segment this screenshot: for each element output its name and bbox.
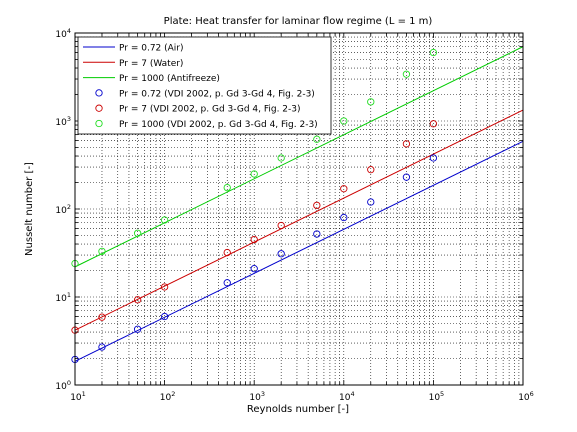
- data-point: [223, 279, 231, 287]
- data-point: [402, 173, 411, 181]
- data-point: [367, 166, 375, 174]
- data-point: [429, 120, 438, 128]
- x-tick-label: 103: [249, 390, 265, 403]
- data-point: [133, 229, 142, 237]
- data-point: [429, 48, 438, 57]
- series-line: [74, 140, 524, 362]
- chart-title: Plate: Heat transfer for laminar flow re…: [164, 16, 433, 27]
- legend-box: [77, 36, 332, 135]
- y-tick-label: 102: [55, 203, 71, 216]
- legend-label: Pr = 1000 (Antifreeze): [119, 74, 220, 84]
- series-lines: [74, 46, 524, 362]
- data-point: [250, 264, 258, 273]
- data-point: [313, 135, 321, 143]
- data-point: [367, 198, 375, 206]
- data-point: [402, 140, 411, 148]
- series-line: [74, 46, 524, 268]
- data-point: [133, 296, 142, 304]
- data-point: [160, 283, 169, 291]
- y-axis-label: Nusselt number [-]: [24, 162, 35, 256]
- legend-label: Pr = 7 (Water): [119, 59, 183, 69]
- series-markers: [71, 48, 438, 364]
- data-point: [429, 154, 438, 162]
- data-point: [98, 313, 106, 321]
- data-point: [277, 221, 285, 230]
- x-tick-label: 105: [429, 390, 445, 403]
- data-point: [340, 117, 348, 125]
- data-point: [98, 343, 106, 351]
- data-point: [250, 170, 258, 178]
- data-point: [277, 250, 285, 258]
- data-point: [277, 154, 285, 162]
- x-tick-label: 101: [70, 390, 86, 403]
- legend: Pr = 0.72 (Air) Pr = 7 (Water) Pr = 1000 (…: [77, 36, 332, 135]
- data-point: [402, 70, 411, 78]
- legend-label: Pr = 1000 (VDI 2002, p. Gd 3-Gd 4, Fig. …: [119, 120, 318, 130]
- data-point: [160, 312, 169, 321]
- data-point: [250, 235, 258, 244]
- series-line: [74, 109, 524, 331]
- data-point: [340, 185, 348, 193]
- legend-marker-swatch: [95, 89, 103, 97]
- data-point: [367, 98, 375, 106]
- x-tick-label: 104: [339, 390, 355, 403]
- legend-marker-swatch: [95, 119, 103, 128]
- x-axis-label: Reynolds number [-]: [247, 404, 349, 415]
- legend-label: Pr = 7 (VDI 2002, p. Gd 3-Gd 4, Fig. 2-3…: [119, 105, 301, 115]
- data-point: [313, 230, 321, 238]
- data-point: [160, 216, 169, 224]
- data-point: [223, 248, 231, 257]
- data-point: [133, 325, 142, 333]
- data-point: [223, 183, 231, 192]
- y-tick-label: 101: [55, 291, 71, 304]
- data-point: [98, 247, 106, 256]
- x-tick-label: 106: [518, 390, 534, 403]
- y-tick-label: 103: [55, 115, 71, 128]
- y-tick-label: 100: [55, 379, 71, 392]
- data-point: [313, 201, 321, 210]
- legend-label: Pr = 0.72 (VDI 2002, p. Gd 3-Gd 4, Fig. …: [119, 89, 315, 99]
- y-tick-label: 104: [55, 27, 71, 40]
- legend-label: Pr = 0.72 (Air): [119, 44, 184, 54]
- legend-marker-swatch: [95, 104, 103, 112]
- data-point: [340, 213, 348, 222]
- x-tick-label: 102: [160, 390, 176, 403]
